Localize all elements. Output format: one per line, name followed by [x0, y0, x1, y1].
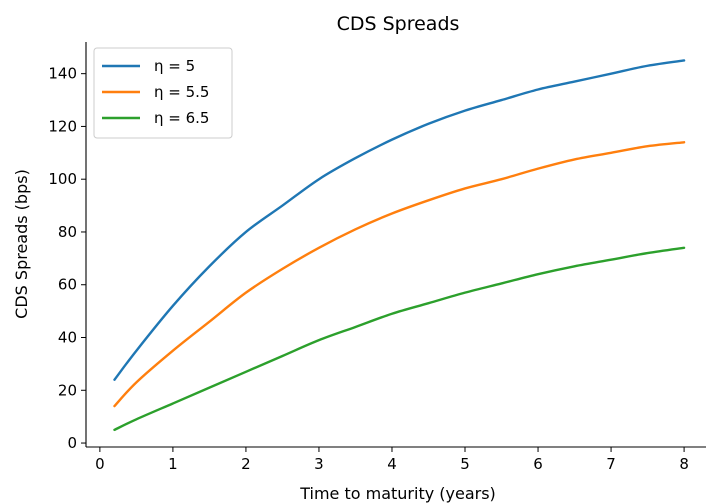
y-tick-label: 120: [48, 117, 77, 135]
y-tick-label: 140: [48, 65, 77, 83]
legend: η = 5 η = 5.5 η = 6.5: [93, 47, 233, 139]
legend-label: η = 5.5: [154, 83, 209, 101]
x-tick-label: 2: [241, 455, 251, 473]
x-tick-label: 0: [95, 455, 105, 473]
y-tick-label: 40: [58, 329, 77, 347]
x-axis-label: Time to maturity (years): [299, 484, 496, 503]
x-tick-label: 8: [679, 455, 689, 473]
x-axis-ticks: 0 1 2 3 4 5 6 7 8: [95, 447, 689, 473]
y-axis-ticks: 0 20 40 60 80 100 120 140: [48, 65, 86, 452]
chart-title: CDS Spreads: [337, 13, 460, 35]
legend-frame: [93, 47, 233, 139]
x-tick-label: 3: [314, 455, 324, 473]
y-tick-label: 60: [58, 276, 77, 294]
legend-label: η = 5: [154, 57, 195, 75]
y-tick-label: 80: [58, 223, 77, 241]
y-tick-label: 100: [48, 170, 77, 188]
series-line-3: [113, 246, 686, 432]
plot-series: [113, 59, 686, 432]
x-tick-label: 7: [606, 455, 616, 473]
series-line-2: [113, 141, 686, 408]
y-axis-label: CDS Spreads (bps): [12, 169, 31, 319]
y-tick-label: 20: [58, 381, 77, 399]
x-tick-label: 5: [460, 455, 470, 473]
series-line-1: [113, 59, 686, 381]
x-tick-label: 4: [387, 455, 397, 473]
legend-label: η = 6.5: [154, 109, 209, 127]
y-tick-label: 0: [67, 434, 77, 452]
x-tick-label: 1: [168, 455, 178, 473]
x-tick-label: 6: [533, 455, 543, 473]
